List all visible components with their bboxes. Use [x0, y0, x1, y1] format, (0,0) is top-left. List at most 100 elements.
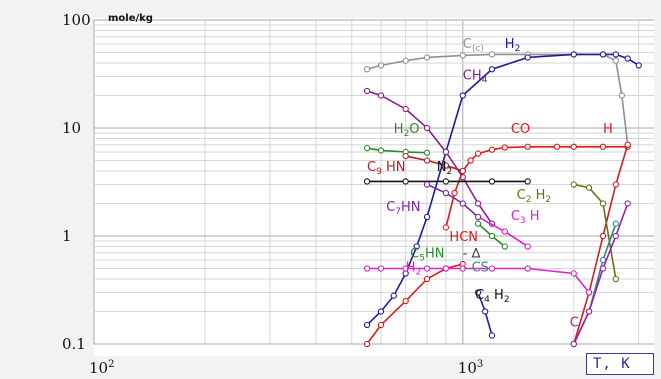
- series-label: - ∆: [463, 247, 481, 262]
- data-point: [612, 181, 619, 188]
- data-point: [474, 213, 482, 221]
- data-point: [524, 265, 531, 272]
- y-tick-label: 100: [62, 11, 91, 29]
- data-point: [442, 189, 450, 197]
- data-point: [423, 181, 431, 188]
- data-point: [570, 143, 577, 150]
- data-point: [363, 145, 371, 152]
- series-7: [363, 178, 531, 185]
- data-point: [524, 143, 531, 150]
- data-point: [501, 144, 508, 151]
- data-point: [442, 178, 450, 185]
- series-label: CH4: [463, 69, 488, 86]
- data-point: [488, 232, 496, 240]
- series-label: HCN: [449, 230, 478, 245]
- series-6: [402, 152, 466, 175]
- series-label: C4 H2: [475, 288, 509, 305]
- x-tick-labels: 102 103: [89, 359, 483, 377]
- x-tick-label: 103: [458, 359, 483, 377]
- series-label: H2: [406, 260, 422, 277]
- data-point: [474, 220, 482, 227]
- data-point: [442, 224, 450, 231]
- series-15: [474, 289, 496, 339]
- data-point: [402, 105, 409, 113]
- data-point: [390, 292, 397, 299]
- data-point: [377, 265, 385, 272]
- y-tick-labels: 100 10 1 0.1: [62, 11, 91, 353]
- data-point: [488, 265, 496, 272]
- data-point: [451, 189, 458, 197]
- plot-background: [94, 18, 654, 356]
- data-point: [618, 92, 626, 99]
- data-point: [488, 332, 496, 339]
- data-point: [423, 54, 431, 61]
- data-point: [442, 265, 450, 272]
- data-point: [612, 232, 619, 240]
- data-point: [570, 340, 577, 348]
- series-1: [363, 51, 642, 329]
- series-label: H2: [505, 37, 521, 54]
- series-label: C: [570, 316, 579, 331]
- data-point: [474, 289, 482, 296]
- data-point: [599, 51, 607, 58]
- series-line: [366, 147, 428, 154]
- data-point: [459, 167, 466, 175]
- grid: [93, 19, 654, 345]
- series-label: C5HN: [410, 247, 444, 264]
- data-point: [585, 184, 593, 191]
- data-point: [402, 297, 409, 305]
- data-point: [402, 265, 409, 272]
- series-labels: C(c) H2 CH4 H2O CO H C9 HN N2 C2 H2 C3 H C7HN HCN C5…: [367, 37, 613, 331]
- data-point: [377, 147, 385, 154]
- data-point: [363, 265, 371, 272]
- data-point: [459, 200, 466, 207]
- data-point: [624, 141, 631, 148]
- data-point: [488, 51, 496, 58]
- data-point: [570, 270, 577, 277]
- data-point: [402, 178, 409, 185]
- series-label: C9 HN: [367, 160, 405, 177]
- data-point: [459, 52, 466, 59]
- data-point: [363, 340, 371, 348]
- data-point: [377, 92, 385, 99]
- data-point: [363, 87, 371, 95]
- data-point: [377, 62, 385, 69]
- data-point: [585, 289, 593, 296]
- data-point: [570, 181, 577, 188]
- series-line: [366, 90, 493, 225]
- series-label: C3 H: [511, 209, 540, 226]
- data-point: [423, 157, 431, 164]
- series-16: [570, 200, 631, 348]
- data-point: [474, 200, 482, 207]
- data-point: [524, 54, 531, 61]
- data-point: [599, 232, 607, 240]
- data-point: [624, 200, 631, 207]
- data-point: [442, 148, 450, 156]
- y-tick-label: 0.1: [62, 335, 86, 353]
- x-axis-label: T, K: [586, 353, 654, 375]
- data-point: [635, 62, 642, 69]
- series-line: [426, 183, 479, 218]
- data-point: [524, 178, 531, 185]
- data-point: [599, 143, 607, 150]
- data-point: [612, 57, 619, 64]
- x-tick-label: 102: [89, 359, 114, 377]
- data-point: [501, 228, 508, 235]
- data-point: [599, 200, 607, 207]
- data-point: [363, 178, 371, 185]
- series-label: C2 H2: [517, 188, 551, 205]
- series-line: [405, 155, 464, 172]
- data-point: [423, 149, 431, 156]
- data-point: [423, 213, 431, 221]
- data-point: [482, 308, 489, 315]
- data-point: [363, 66, 371, 73]
- data-point: [488, 178, 496, 185]
- series-label: H: [603, 122, 613, 137]
- series-10: [423, 181, 482, 221]
- data-point: [459, 92, 466, 99]
- data-point: [423, 265, 431, 272]
- data-point: [442, 162, 450, 169]
- data-point: [377, 321, 385, 329]
